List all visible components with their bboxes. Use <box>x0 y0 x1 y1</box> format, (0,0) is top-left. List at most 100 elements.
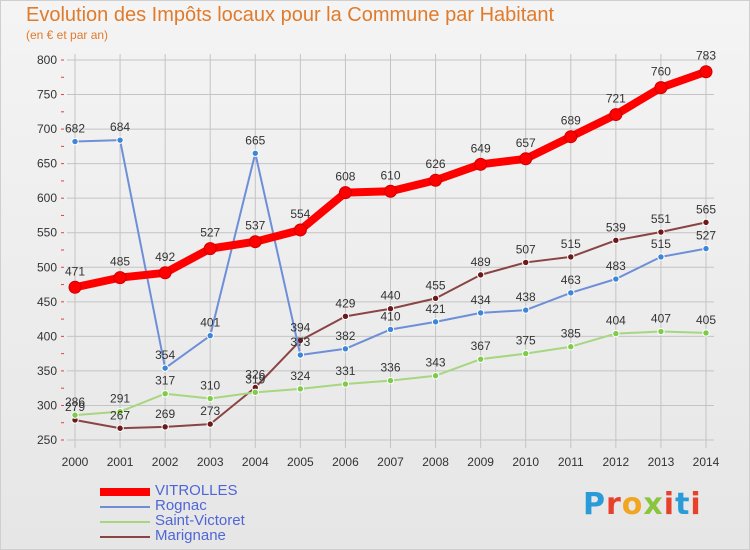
legend-swatch-rognac <box>100 506 150 508</box>
data-label-rognac-2001: 684 <box>110 120 130 134</box>
data-label-rognac-2002: 354 <box>155 348 175 362</box>
data-label-saint-victoret-2000: 286 <box>65 395 85 409</box>
x-tick-label-2011: 2011 <box>558 455 584 469</box>
data-label-vitrolles-2011: 689 <box>561 114 581 128</box>
data-point-vitrolles-2007 <box>384 184 397 198</box>
data-label-vitrolles-2003: 527 <box>200 226 220 240</box>
data-label-rognac-2006: 382 <box>335 329 355 343</box>
data-point-marignane-2009 <box>476 271 485 279</box>
data-label-marignane-2012: 539 <box>606 220 626 234</box>
x-tick-label-2002: 2002 <box>152 455 179 469</box>
data-point-vitrolles-2002 <box>158 266 172 280</box>
data-label-rognac-2008: 421 <box>426 302 446 316</box>
data-point-saint-victoret-2013 <box>657 327 665 336</box>
data-label-vitrolles-2014: 783 <box>696 49 716 63</box>
data-point-saint-victoret-2006 <box>341 380 350 388</box>
data-point-vitrolles-2001 <box>113 271 127 285</box>
data-label-marignane-2007: 440 <box>380 289 400 303</box>
data-point-vitrolles-2014 <box>699 65 713 79</box>
data-point-saint-victoret-2005 <box>296 385 305 393</box>
data-point-saint-victoret-2008 <box>431 372 440 380</box>
data-point-marignane-2011 <box>567 253 575 261</box>
data-point-saint-victoret-2007 <box>386 376 395 385</box>
data-label-marignane-2004: 326 <box>245 367 265 381</box>
data-label-rognac-2003: 401 <box>200 316 220 330</box>
data-point-marignane-2014 <box>702 218 710 227</box>
x-tick-label-2006: 2006 <box>332 455 359 469</box>
x-tick-label-2000: 2000 <box>62 455 89 469</box>
data-label-marignane-2011: 515 <box>561 237 581 251</box>
data-point-vitrolles-2005 <box>293 223 307 237</box>
data-label-saint-victoret-2009: 367 <box>471 339 491 353</box>
data-label-saint-victoret-2013: 407 <box>651 312 671 326</box>
data-label-rognac-2007: 410 <box>380 309 400 323</box>
x-tick-label-2008: 2008 <box>422 455 449 469</box>
data-label-saint-victoret-2005: 324 <box>290 369 310 383</box>
data-label-vitrolles-2010: 657 <box>516 136 536 150</box>
legend-label-vitrolles: VITROLLES <box>155 482 238 499</box>
data-label-marignane-2008: 455 <box>426 278 446 292</box>
legend-swatch-vitrolles <box>100 488 150 496</box>
data-point-vitrolles-2012 <box>609 108 623 122</box>
data-label-saint-victoret-2011: 385 <box>561 327 581 341</box>
data-label-saint-victoret-2007: 336 <box>380 361 400 375</box>
data-label-vitrolles-2006: 608 <box>335 170 355 184</box>
data-label-vitrolles-2008: 626 <box>426 157 446 171</box>
data-label-marignane-2000: 279 <box>65 400 85 414</box>
data-point-rognac-2008 <box>431 318 440 326</box>
legend-label-saint-victoret: Saint-Victoret <box>155 512 245 529</box>
data-point-rognac-2011 <box>567 289 575 297</box>
data-point-rognac-2003 <box>206 331 214 340</box>
data-label-vitrolles-2002: 492 <box>155 250 175 264</box>
data-point-vitrolles-2013 <box>654 81 668 95</box>
chart-title: Evolution des Impôts locaux pour la Comm… <box>26 4 555 26</box>
logo-letter: x <box>643 487 664 522</box>
data-point-vitrolles-2000 <box>68 280 82 294</box>
data-label-vitrolles-2013: 760 <box>651 65 671 79</box>
data-point-vitrolles-2008 <box>429 173 443 187</box>
data-label-marignane-2013: 551 <box>651 212 671 226</box>
data-point-rognac-2009 <box>476 309 485 317</box>
y-tick-label-750: 750 <box>37 88 57 102</box>
data-point-rognac-2013 <box>657 253 665 261</box>
data-label-saint-victoret-2012: 404 <box>606 314 626 328</box>
data-point-rognac-2006 <box>341 345 350 353</box>
data-point-saint-victoret-2000 <box>71 411 79 419</box>
data-label-marignane-2006: 429 <box>335 296 355 310</box>
data-point-marignane-2006 <box>341 312 350 321</box>
data-label-saint-victoret-2014: 405 <box>696 313 716 327</box>
data-point-rognac-2005 <box>296 351 305 359</box>
data-point-marignane-2012 <box>612 236 620 245</box>
logo-letter: i <box>663 487 676 522</box>
proxiti-logo: Proxiti <box>583 487 702 522</box>
data-point-saint-victoret-2014 <box>702 329 710 337</box>
data-label-marignane-2014: 565 <box>696 202 716 216</box>
data-label-marignane-2002: 269 <box>155 407 175 421</box>
data-label-vitrolles-2001: 485 <box>110 255 130 269</box>
data-label-vitrolles-2000: 471 <box>65 264 85 278</box>
data-point-marignane-2013 <box>657 228 665 236</box>
data-point-marignane-2007 <box>386 305 395 313</box>
data-point-vitrolles-2011 <box>564 130 578 144</box>
data-label-vitrolles-2012: 721 <box>606 92 626 106</box>
data-point-marignane-2008 <box>431 294 440 303</box>
data-label-marignane-2005: 394 <box>290 321 310 335</box>
data-point-saint-victoret-2004 <box>251 388 259 397</box>
data-point-rognac-2004 <box>251 149 259 157</box>
data-point-rognac-2000 <box>71 137 79 146</box>
x-tick-label-2003: 2003 <box>197 455 224 469</box>
data-point-rognac-2007 <box>386 325 395 334</box>
legend-swatch-saint-victoret <box>100 521 150 523</box>
data-point-vitrolles-2009 <box>474 157 488 171</box>
data-point-saint-victoret-2009 <box>476 355 485 363</box>
data-point-saint-victoret-2010 <box>522 349 530 358</box>
data-label-rognac-2005: 373 <box>290 335 310 349</box>
y-tick-label-500: 500 <box>37 260 57 274</box>
data-label-rognac-2013: 515 <box>651 237 671 251</box>
data-point-saint-victoret-2012 <box>612 329 620 338</box>
logo-letter: o <box>621 487 644 522</box>
x-tick-label-2012: 2012 <box>603 455 630 469</box>
x-tick-label-2001: 2001 <box>107 455 134 469</box>
x-tick-label-2005: 2005 <box>287 455 314 469</box>
